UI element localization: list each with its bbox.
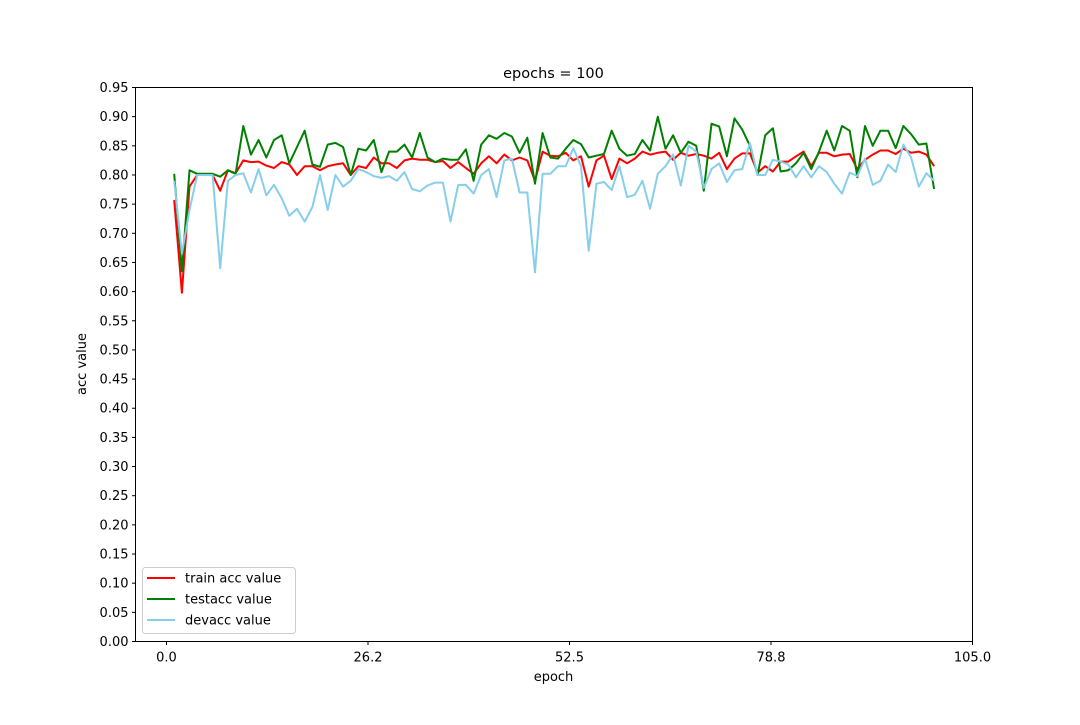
legend-label: train acc value xyxy=(185,572,281,587)
y-tick-label: 0.95 xyxy=(100,81,129,96)
series-line-1 xyxy=(173,115,936,273)
y-tick-label: 0.65 xyxy=(100,256,129,271)
y-tick-label: 0.90 xyxy=(100,110,129,125)
chart-title: epochs = 100 xyxy=(503,66,604,82)
y-tick-label: 0.70 xyxy=(100,227,129,242)
legend-box xyxy=(142,567,296,634)
x-tick-label: 0.0 xyxy=(156,651,177,666)
y-axis-label: acc value xyxy=(75,333,90,395)
x-tick-label: 52.5 xyxy=(555,651,584,666)
y-tick-label: 0.00 xyxy=(100,635,129,650)
x-axis-label: epoch xyxy=(534,670,574,685)
y-tick-label: 0.80 xyxy=(100,168,129,183)
x-tick-label: 105.0 xyxy=(954,651,991,666)
legend-label: devacc value xyxy=(185,614,271,629)
y-tick-label: 0.35 xyxy=(100,431,129,446)
y-tick-label: 0.40 xyxy=(100,402,129,417)
y-tick-label: 0.75 xyxy=(100,198,129,213)
y-tick-label: 0.05 xyxy=(100,606,129,621)
y-tick-label: 0.30 xyxy=(100,460,129,475)
y-tick-label: 0.50 xyxy=(100,343,129,358)
legend: train acc value testacc value devacc value xyxy=(142,567,296,634)
y-tick-label: 0.15 xyxy=(100,548,129,563)
legend-label: testacc value xyxy=(185,593,272,608)
axes-frame xyxy=(135,87,973,642)
y-tick-label: 0.20 xyxy=(100,518,129,533)
x-tick-label: 78.8 xyxy=(757,651,786,666)
series-line-2 xyxy=(173,141,935,274)
y-tick-label: 0.25 xyxy=(100,489,129,504)
y-tick-label: 0.45 xyxy=(100,373,129,388)
y-tick-label: 0.55 xyxy=(100,314,129,329)
x-tick-label: 26.2 xyxy=(354,651,383,666)
y-tick-label: 0.85 xyxy=(100,139,129,154)
y-tick-label: 0.60 xyxy=(100,285,129,300)
y-tick-label: 0.10 xyxy=(100,577,129,592)
